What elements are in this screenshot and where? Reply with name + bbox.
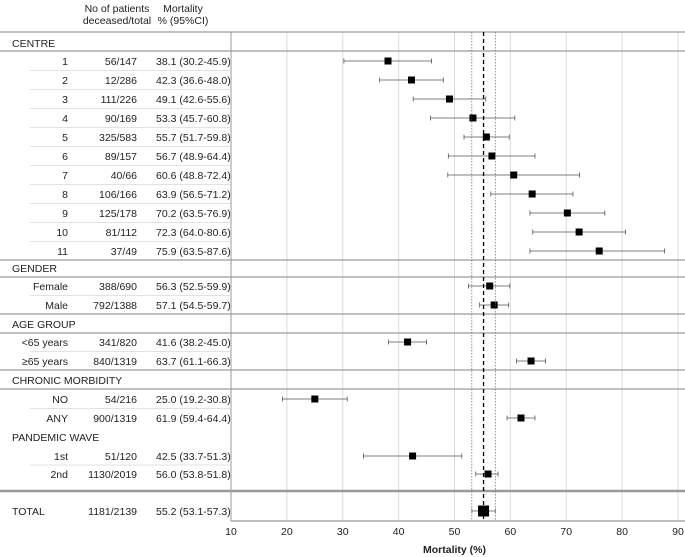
row-count: 106/166 [99, 189, 137, 201]
row-label: 6 [62, 151, 68, 163]
row-label: 8 [62, 189, 68, 201]
row-count: 325/583 [99, 132, 137, 144]
row-label: <65 years [22, 337, 68, 349]
x-tick-label: 30 [337, 526, 349, 538]
row-label: NO [52, 394, 68, 406]
row-label: 10 [56, 227, 68, 239]
x-tick-label: 10 [225, 526, 237, 538]
row-count: 40/66 [111, 170, 137, 182]
row-label: 2nd [50, 469, 68, 481]
row-ci-text: 63.7 (61.1-66.3) [156, 356, 231, 368]
row-ci-text: 56.0 (53.8-51.8) [156, 469, 231, 481]
x-axis-label: Mortality (%) [423, 544, 486, 556]
row-ci-text: 42.5 (33.7-51.3) [156, 451, 231, 463]
row-label: 1st [54, 451, 68, 463]
row-count: 12/286 [105, 75, 137, 87]
row-count: 840/1319 [93, 356, 137, 368]
section-label: GENDER [12, 263, 57, 275]
x-tick-label: 90 [672, 526, 684, 538]
point-estimate-marker [482, 133, 490, 141]
row-count: 37/49 [111, 246, 137, 258]
row-count: 792/1388 [93, 300, 137, 312]
row-ci-text: 55.7 (51.7-59.8) [156, 132, 231, 144]
row-ci-text: 63.9 (56.5-71.2) [156, 189, 231, 201]
row-ci-text: 42.3 (36.6-48.0) [156, 75, 231, 87]
mortality-header: Mortality [163, 3, 203, 15]
row-count: 900/1319 [93, 413, 137, 425]
row-label: 2 [62, 75, 68, 87]
x-tick-label: 70 [560, 526, 572, 538]
row-ci-text: 56.7 (48.9-64.4) [156, 151, 231, 163]
row-count: 1181/2139 [88, 506, 137, 518]
row-ci-text: 57.1 (54.5-59.7) [156, 300, 231, 312]
row-count: 51/120 [105, 451, 137, 463]
point-estimate-marker [490, 301, 498, 309]
point-estimate-marker [311, 395, 319, 403]
point-estimate-marker [486, 282, 494, 290]
row-ci-text: 61.9 (59.4-64.4) [156, 413, 231, 425]
mortality-header: % (95%CI) [158, 15, 209, 27]
point-estimate-marker [488, 152, 496, 160]
row-count: 1130/2019 [88, 469, 137, 481]
row-label: ≥65 years [22, 356, 68, 368]
row-label: 3 [62, 94, 68, 106]
row-ci-text: 38.1 (30.2-45.9) [156, 56, 231, 68]
x-tick-label: 60 [505, 526, 517, 538]
point-estimate-marker [484, 470, 492, 478]
row-ci-text: 25.0 (19.2-30.8) [156, 394, 231, 406]
row-ci-text: 72.3 (64.0-80.6) [156, 227, 231, 239]
row-label: Male [45, 300, 68, 312]
row-label: ANY [46, 413, 68, 425]
row-label: 1 [62, 56, 68, 68]
section-label: CHRONIC MORBIDITY [12, 375, 122, 387]
point-estimate-marker [407, 76, 415, 84]
point-estimate-marker [527, 357, 535, 365]
row-label: 7 [62, 170, 68, 182]
row-ci-text: 49.1 (42.6-55.6) [156, 94, 231, 106]
section-label: AGE GROUP [12, 319, 76, 331]
row-count: 341/820 [99, 337, 137, 349]
x-tick-label: 20 [281, 526, 293, 538]
row-ci-text: 53.3 (45.7-60.8) [156, 113, 231, 125]
point-estimate-marker [528, 190, 536, 198]
row-count: 388/690 [99, 281, 137, 293]
row-label: 4 [62, 113, 68, 125]
row-count: 90/169 [105, 113, 137, 125]
total-label: TOTAL [12, 506, 45, 518]
row-label: Female [33, 281, 68, 293]
row-count: 111/226 [101, 94, 138, 106]
section-label: PANDEMIC WAVE [12, 432, 99, 444]
row-count: 54/216 [105, 394, 137, 406]
x-tick-label: 50 [449, 526, 461, 538]
row-label: 5 [62, 132, 68, 144]
point-estimate-marker [575, 228, 583, 236]
row-ci-text: 55.2 (53.1-57.3) [156, 506, 231, 518]
row-ci-text: 41.6 (38.2-45.0) [156, 337, 231, 349]
point-estimate-marker [409, 452, 417, 460]
point-estimate-marker [563, 209, 571, 217]
point-estimate-marker [404, 338, 412, 346]
count-header: No of patients [85, 3, 150, 15]
point-estimate-marker [510, 171, 518, 179]
x-tick-label: 80 [616, 526, 628, 538]
row-ci-text: 60.6 (48.8-72.4) [156, 170, 231, 182]
x-tick-label: 40 [393, 526, 405, 538]
point-estimate-marker [445, 95, 453, 103]
point-estimate-marker [595, 247, 603, 255]
row-count: 89/157 [105, 151, 137, 163]
row-ci-text: 56.3 (52.5-59.9) [156, 281, 231, 293]
row-label: 9 [62, 208, 68, 220]
point-estimate-marker [469, 114, 477, 122]
row-ci-text: 75.9 (63.5-87.6) [156, 246, 231, 258]
section-label: CENTRE [12, 38, 55, 50]
row-count: 56/147 [105, 56, 137, 68]
count-header: deceased/total [83, 15, 151, 27]
row-ci-text: 70.2 (63.5-76.9) [156, 208, 231, 220]
row-label: 11 [57, 246, 68, 258]
row-count: 125/178 [99, 208, 137, 220]
point-estimate-marker [517, 414, 525, 422]
point-estimate-marker [384, 57, 392, 65]
row-count: 81/112 [106, 227, 137, 239]
